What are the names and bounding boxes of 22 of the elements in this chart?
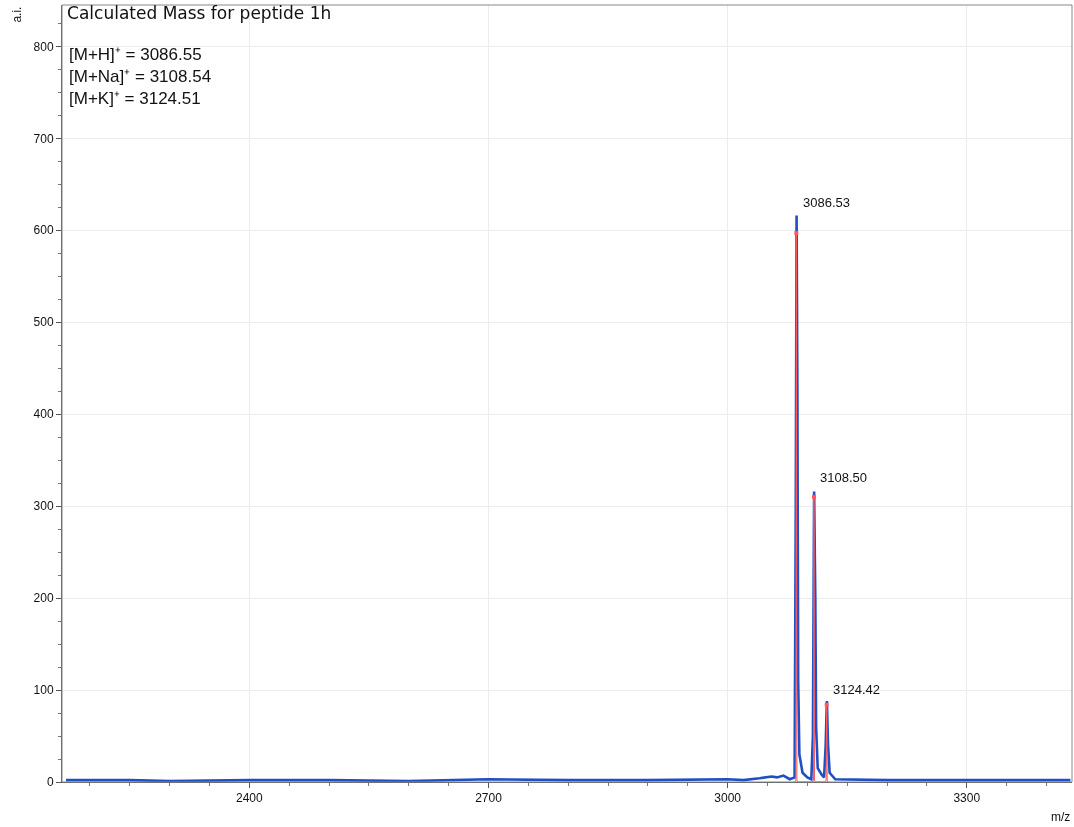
annotation: [M+H]⁺ = 3086.55 (69, 45, 202, 64)
y-tick-label: 100 (33, 683, 54, 698)
y-axis-title: a.i. (9, 6, 24, 23)
annotation: 3124.42 (833, 682, 880, 697)
y-tick-label: 600 (33, 223, 54, 238)
annotation: [M+Na]⁺ = 3108.54 (69, 67, 212, 86)
y-tick-label: 500 (33, 315, 54, 330)
annotation: [M+K]⁺ = 3124.51 (69, 89, 201, 108)
y-tick-label: 700 (33, 131, 54, 146)
chart-title: Calculated Mass for peptide 1h (67, 2, 332, 23)
x-tick-label: 2700 (475, 791, 503, 806)
y-tick-label: 0 (46, 775, 54, 790)
y-tick-label: 300 (33, 499, 54, 514)
y-tick-label: 200 (33, 591, 54, 606)
y-tick-label: 800 (33, 39, 54, 54)
annotation: 3108.50 (820, 470, 867, 485)
x-tick-label: 3300 (953, 791, 981, 806)
annotation: 3086.53 (803, 195, 850, 210)
y-tick-label: 400 (33, 407, 54, 422)
x-tick-label: 2400 (235, 791, 263, 806)
x-tick-label: 3000 (714, 791, 742, 806)
x-axis-title: m/z (1051, 810, 1071, 824)
